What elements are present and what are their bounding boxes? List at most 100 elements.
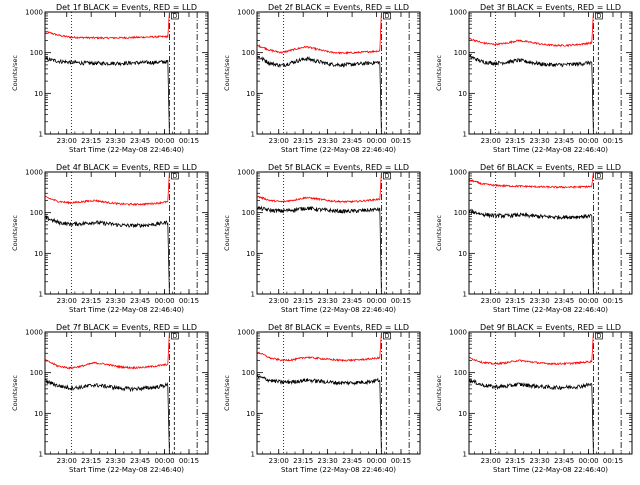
plot-frame (44, 331, 209, 455)
x-tick-label: 00:15 (391, 457, 411, 465)
panel-1: Det 1f BLACK = Events, RED = LLD 1 10 100 10… (11, 3, 209, 154)
y-tick-label: 10 (34, 90, 43, 98)
marker-box (383, 332, 391, 340)
x-tick-label: 23:00 (57, 457, 77, 465)
x-axis-label: Start Time (22-May-08 22:46:40) (69, 146, 184, 154)
x-tick-label: 23:00 (57, 297, 77, 305)
events-series-line (469, 378, 594, 455)
events-series-line (45, 56, 170, 135)
y-tick-label: 1000 (25, 169, 43, 177)
x-tick-label: 00:00 (578, 457, 598, 465)
panel-7: Det 7f BLACK = Events, RED = LLD 1 10 100 10… (11, 323, 209, 474)
events-series-line (257, 55, 382, 135)
y-tick-label: 100 (454, 209, 467, 217)
panel-title: Det 4f BLACK = Events, RED = LLD (56, 163, 197, 172)
marker-box (595, 172, 603, 180)
y-tick-label: 10 (458, 250, 467, 258)
y-tick-label: 1 (251, 131, 255, 139)
y-tick-label: 1 (251, 451, 255, 459)
plot-frame (44, 11, 209, 135)
events-series-line (469, 54, 594, 135)
panel-title: Det 2f BLACK = Events, RED = LLD (268, 3, 409, 12)
x-tick-label: 23:15 (81, 297, 101, 305)
y-axis-label: Counts/sec (223, 55, 231, 91)
marker-label: D (597, 173, 602, 180)
x-tick-label: 23:00 (269, 457, 289, 465)
marker-box (595, 332, 603, 340)
panel-title: Det 1f BLACK = Events, RED = LLD (56, 3, 197, 12)
lld-series-line (45, 331, 170, 370)
panel-title: Det 3f BLACK = Events, RED = LLD (480, 3, 621, 12)
x-tick-label: 23:15 (293, 457, 313, 465)
x-tick-label: 23:15 (81, 137, 101, 145)
x-tick-label: 23:00 (481, 137, 501, 145)
plot-frame (44, 171, 209, 295)
x-tick-label: 00:15 (391, 297, 411, 305)
y-axis-label: Counts/sec (11, 215, 19, 251)
marker-box (595, 12, 603, 20)
x-tick-label: 23:15 (505, 457, 525, 465)
marker-label: D (173, 333, 178, 340)
marker-box (171, 172, 179, 180)
x-tick-label: 23:30 (530, 297, 550, 305)
y-tick-label: 1 (251, 291, 255, 299)
x-tick-label: 23:45 (554, 457, 574, 465)
x-tick-label: 23:45 (342, 137, 362, 145)
events-series-line (45, 378, 170, 455)
x-tick-label: 23:15 (293, 297, 313, 305)
marker-label: D (173, 13, 178, 20)
x-tick-label: 23:30 (318, 137, 338, 145)
y-axis-label: Counts/sec (223, 215, 231, 251)
panel-title: Det 6f BLACK = Events, RED = LLD (480, 163, 621, 172)
marker-label: D (597, 333, 602, 340)
x-axis-label: Start Time (22-May-08 22:46:40) (69, 466, 184, 474)
x-tick-label: 00:00 (154, 137, 174, 145)
y-axis-label: Counts/sec (435, 215, 443, 251)
panel-6: Det 6f BLACK = Events, RED = LLD 1 10 100 10… (435, 163, 633, 314)
marker-label: D (385, 13, 390, 20)
x-tick-label: 00:15 (179, 297, 199, 305)
x-tick-label: 00:15 (603, 137, 623, 145)
x-tick-label: 00:00 (578, 297, 598, 305)
x-tick-label: 00:00 (154, 457, 174, 465)
y-tick-label: 100 (242, 49, 255, 57)
x-tick-label: 23:30 (318, 297, 338, 305)
marker-box (383, 172, 391, 180)
x-tick-label: 23:30 (530, 137, 550, 145)
plot-frame (468, 11, 633, 135)
plot-frame (468, 171, 633, 295)
x-axis-label: Start Time (22-May-08 22:46:40) (281, 306, 396, 314)
panel-title: Det 7f BLACK = Events, RED = LLD (56, 323, 197, 332)
y-tick-label: 10 (246, 250, 255, 258)
y-tick-label: 1000 (449, 169, 467, 177)
y-tick-label: 10 (246, 410, 255, 418)
marker-label: D (385, 173, 390, 180)
panel-title: Det 8f BLACK = Events, RED = LLD (268, 323, 409, 332)
y-tick-label: 100 (454, 49, 467, 57)
y-tick-label: 1000 (449, 329, 467, 337)
y-tick-label: 1000 (237, 329, 255, 337)
x-tick-label: 23:00 (269, 297, 289, 305)
lld-series-line (257, 331, 382, 363)
x-tick-label: 23:45 (130, 137, 150, 145)
y-axis-label: Counts/sec (11, 55, 19, 91)
lld-series-line (257, 171, 382, 204)
y-axis-label: Counts/sec (223, 375, 231, 411)
x-tick-label: 23:00 (481, 297, 501, 305)
y-tick-label: 100 (30, 209, 43, 217)
x-tick-label: 23:30 (318, 457, 338, 465)
x-tick-label: 00:00 (578, 137, 598, 145)
y-tick-label: 100 (242, 369, 255, 377)
y-tick-label: 1 (463, 131, 467, 139)
panel-title: Det 5f BLACK = Events, RED = LLD (268, 163, 409, 172)
marker-label: D (385, 333, 390, 340)
x-tick-label: 23:15 (81, 457, 101, 465)
x-tick-label: 00:00 (366, 457, 386, 465)
lld-series-line (45, 171, 170, 207)
y-tick-label: 10 (458, 90, 467, 98)
y-tick-label: 100 (454, 369, 467, 377)
lld-series-line (257, 11, 382, 55)
marker-box (171, 332, 179, 340)
plot-frame (256, 171, 421, 295)
